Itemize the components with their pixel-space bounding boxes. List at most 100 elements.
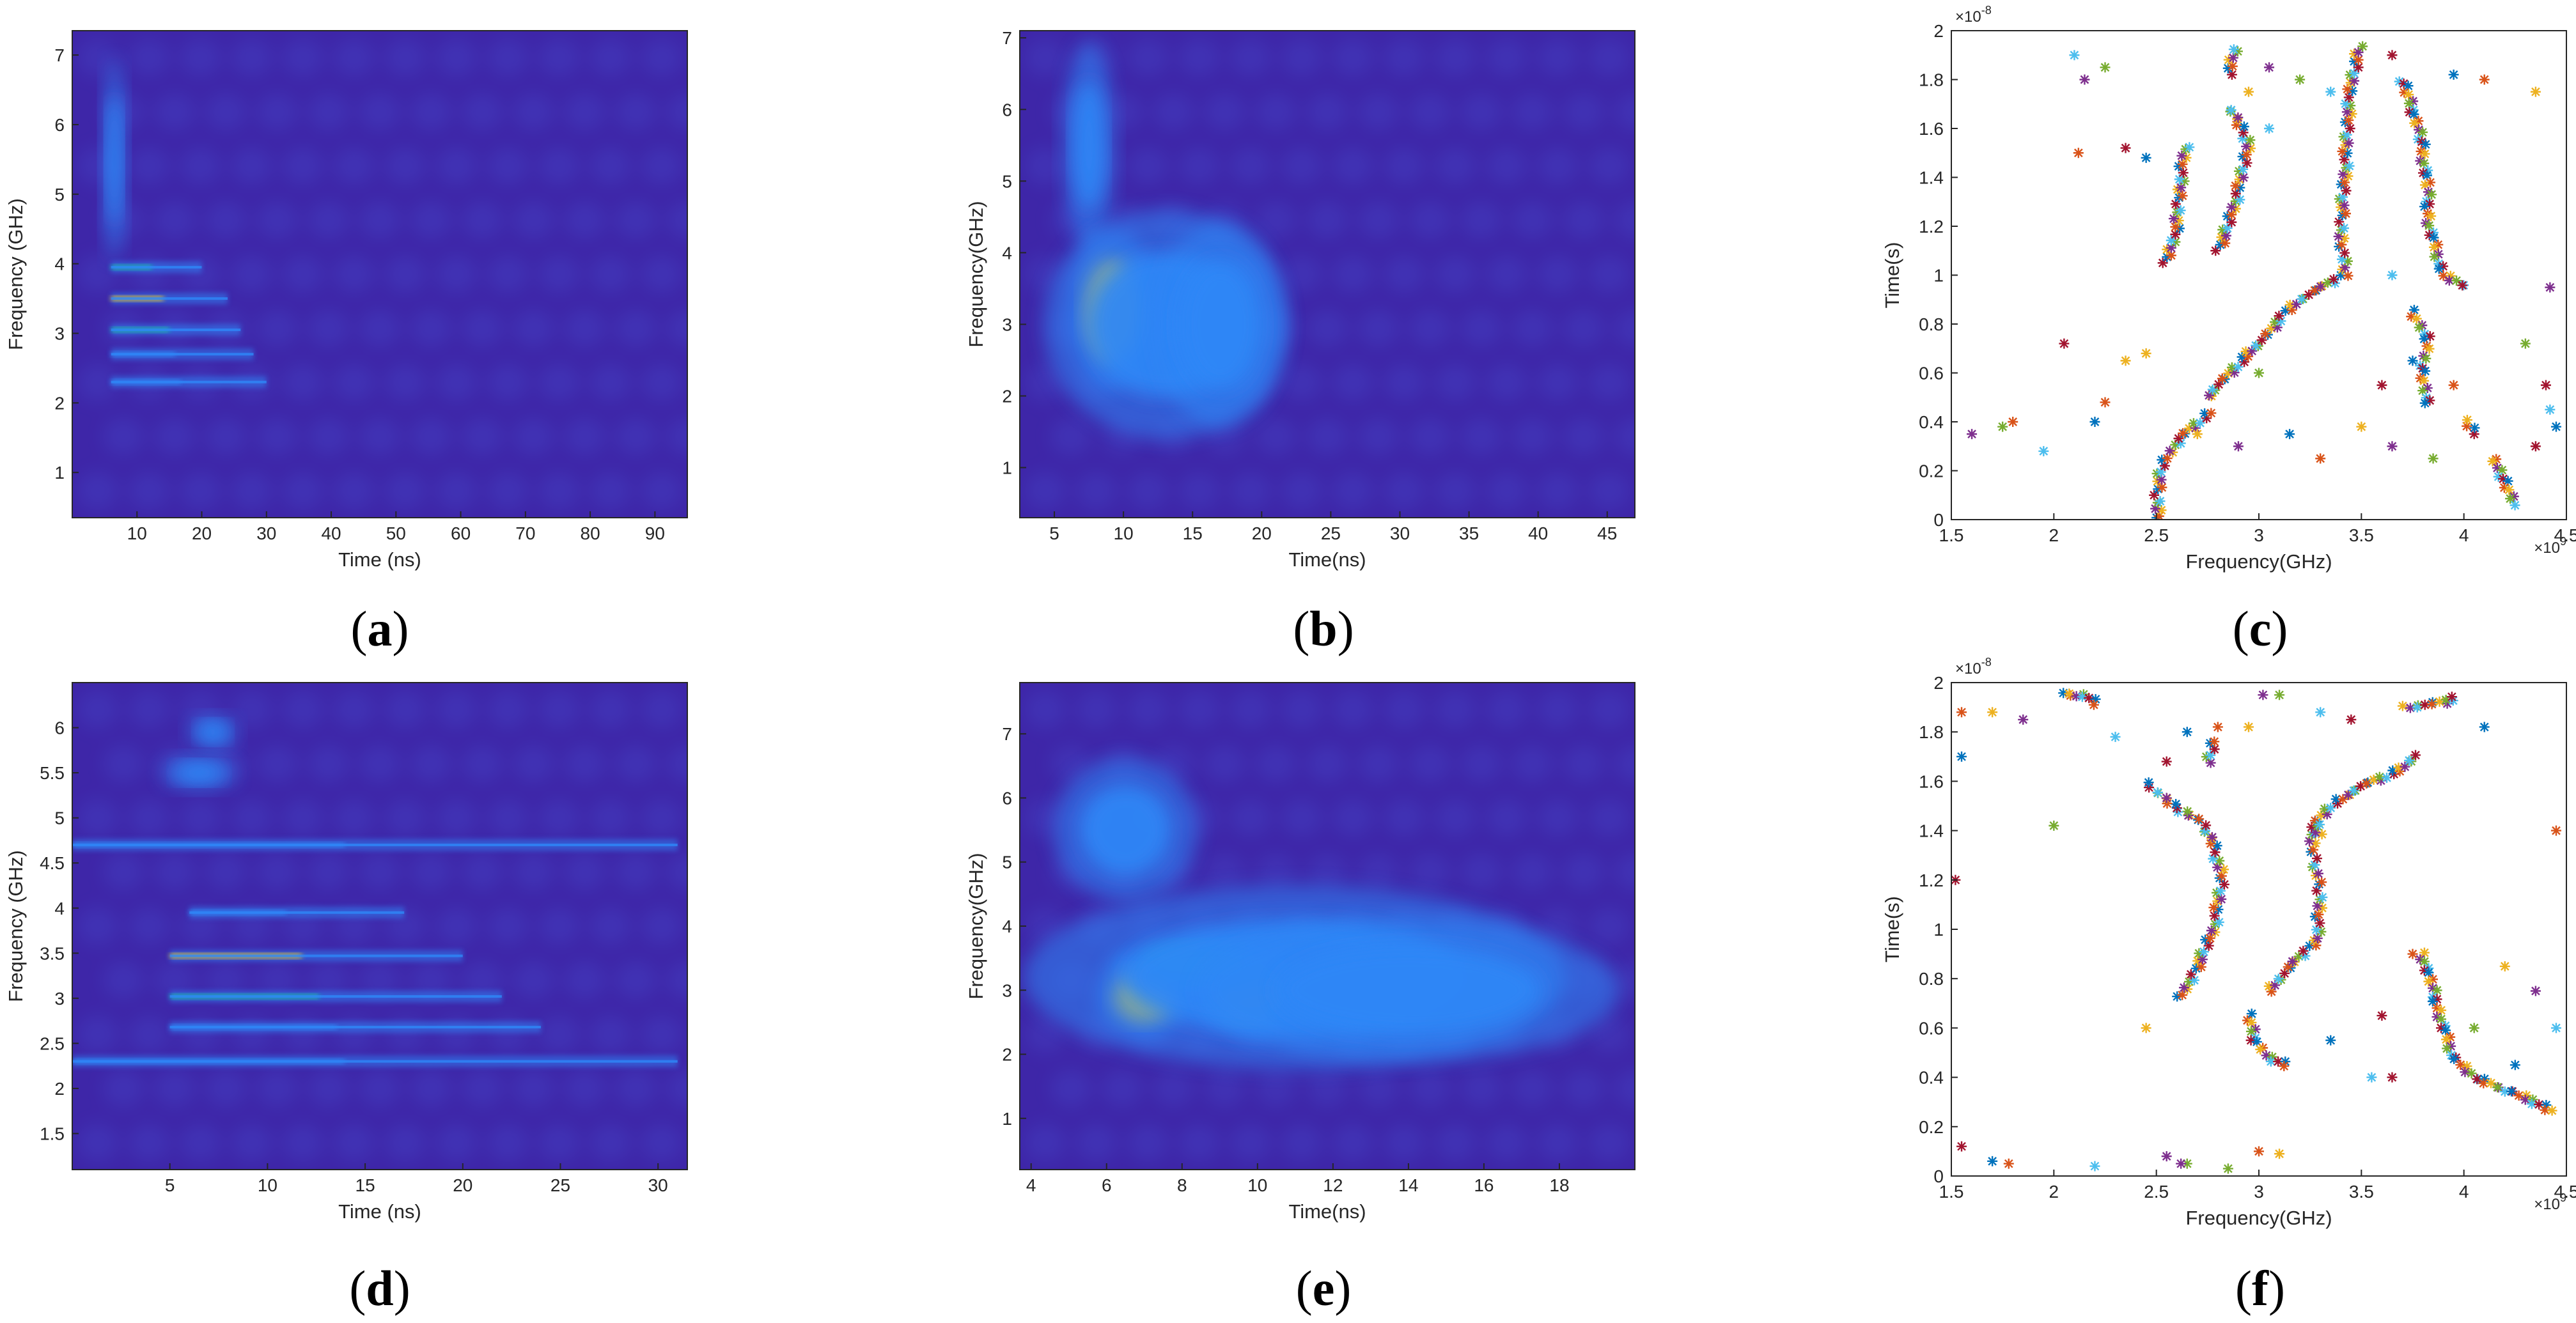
harmonic-line [169,995,502,998]
scatter-point [2344,160,2355,171]
x-tick-label: 6 [1102,1175,1112,1195]
texture-cell [1153,93,1194,131]
texture-cell [77,255,119,293]
x-axis-label: Time(ns) [1288,1200,1366,1223]
texture-cell [231,39,272,77]
texture-cell [282,147,324,185]
scatter-point [2448,69,2459,80]
scatter-point [2247,346,2258,357]
scatter-point [2008,417,2018,427]
scatter-point [2157,454,2167,465]
y-tick-label: 1 [1933,266,1944,286]
texture-cell [308,853,349,891]
scatter-point [2235,194,2245,205]
texture-cell [410,961,452,999]
texture-cell [1025,691,1066,729]
y-tick-label: 5 [54,808,65,828]
texture-cell [1537,1124,1579,1161]
panel-caption: (b) [1293,601,1354,656]
texture-cell [308,1069,349,1108]
texture-cell [487,147,529,185]
y-tick-label: 2 [1933,673,1944,693]
texture-cell [256,745,298,783]
scatter-point [2171,799,2182,809]
panel-caption: (c) [2233,601,2288,656]
texture-cell [1281,255,1322,293]
texture-cell [1537,147,1579,185]
scatter-point [2205,932,2215,943]
y-axis-label: Time(s) [1881,242,1903,309]
scatter-point [2089,1161,2100,1172]
texture-cell [1511,417,1553,456]
texture-cell [1614,853,1635,891]
texture-cell [1025,39,1066,77]
texture-cell [1486,39,1527,77]
texture-cell [538,1124,580,1161]
texture-cell [1384,364,1425,401]
x-tick-label: 1.5 [1939,525,1964,545]
scatter-point [2243,86,2254,97]
texture-cell [129,39,170,77]
scatter-point [2407,948,2418,959]
texture-cell [615,93,657,131]
scatter-point [2426,189,2437,200]
scatter-point [2143,777,2154,788]
texture-cell [513,961,554,999]
texture-cell [359,417,401,456]
texture-cell [589,364,631,401]
axis-exponent: ×109 [2534,535,2566,557]
scatter-point [2400,761,2410,772]
scatter-point [2424,220,2435,231]
scatter-point [2246,1017,2257,1028]
texture-cell [1204,853,1245,891]
texture-cell [1306,201,1348,239]
scatter-point [2209,744,2220,755]
y-tick-label: 4 [1002,917,1012,936]
x-tick-label: 3.5 [2349,525,2374,545]
scatter-point [2176,182,2187,193]
texture-cell [1358,1069,1400,1108]
texture-cell [282,364,324,401]
texture-cell [666,745,687,783]
y-axis-label: Frequency(GHz) [965,201,987,347]
scatter-point [2195,417,2206,428]
texture-cell [256,93,298,131]
texture-cell [77,1124,119,1161]
texture-cell [231,1016,272,1053]
texture-cell [1486,1124,1527,1161]
texture-cell [1588,1124,1630,1161]
texture-cell [666,1069,687,1108]
x-tick-label: 25 [1321,523,1341,543]
y-tick-label: 5.5 [40,763,65,783]
heatmap-area [72,683,687,1170]
texture-cell [1306,853,1348,891]
x-tick-label: 4.5 [2554,1182,2576,1202]
texture-cell [1588,691,1630,729]
texture-cell [385,1124,426,1161]
texture-cell [1332,1124,1374,1161]
x-tick-label: 3 [2254,525,2264,545]
scatter-point [2273,973,2284,984]
texture-cell [666,309,687,347]
texture-cell [1025,1016,1066,1053]
texture-cell [1537,907,1579,945]
x-axis-label: Time (ns) [338,548,421,571]
texture-cell [1153,1069,1194,1108]
texture-cell [1563,201,1604,239]
y-tick-label: 1.4 [1919,168,1944,188]
x-tick-label: 20 [192,523,212,543]
y-tick-label: 6 [54,718,65,738]
scatter-point [2166,235,2176,246]
texture-cell [1588,907,1630,945]
scatter-point [2077,692,2088,702]
scatter-point [2444,275,2455,286]
texture-cell [205,1069,247,1108]
texture-cell [333,691,375,729]
texture-cell [487,907,529,945]
texture-cell [1511,93,1553,131]
texture-cell [1229,39,1271,77]
scatter-point [2246,1009,2257,1019]
scatter-point [2177,190,2188,201]
texture-cell [333,472,375,509]
texture-cell [77,364,119,401]
